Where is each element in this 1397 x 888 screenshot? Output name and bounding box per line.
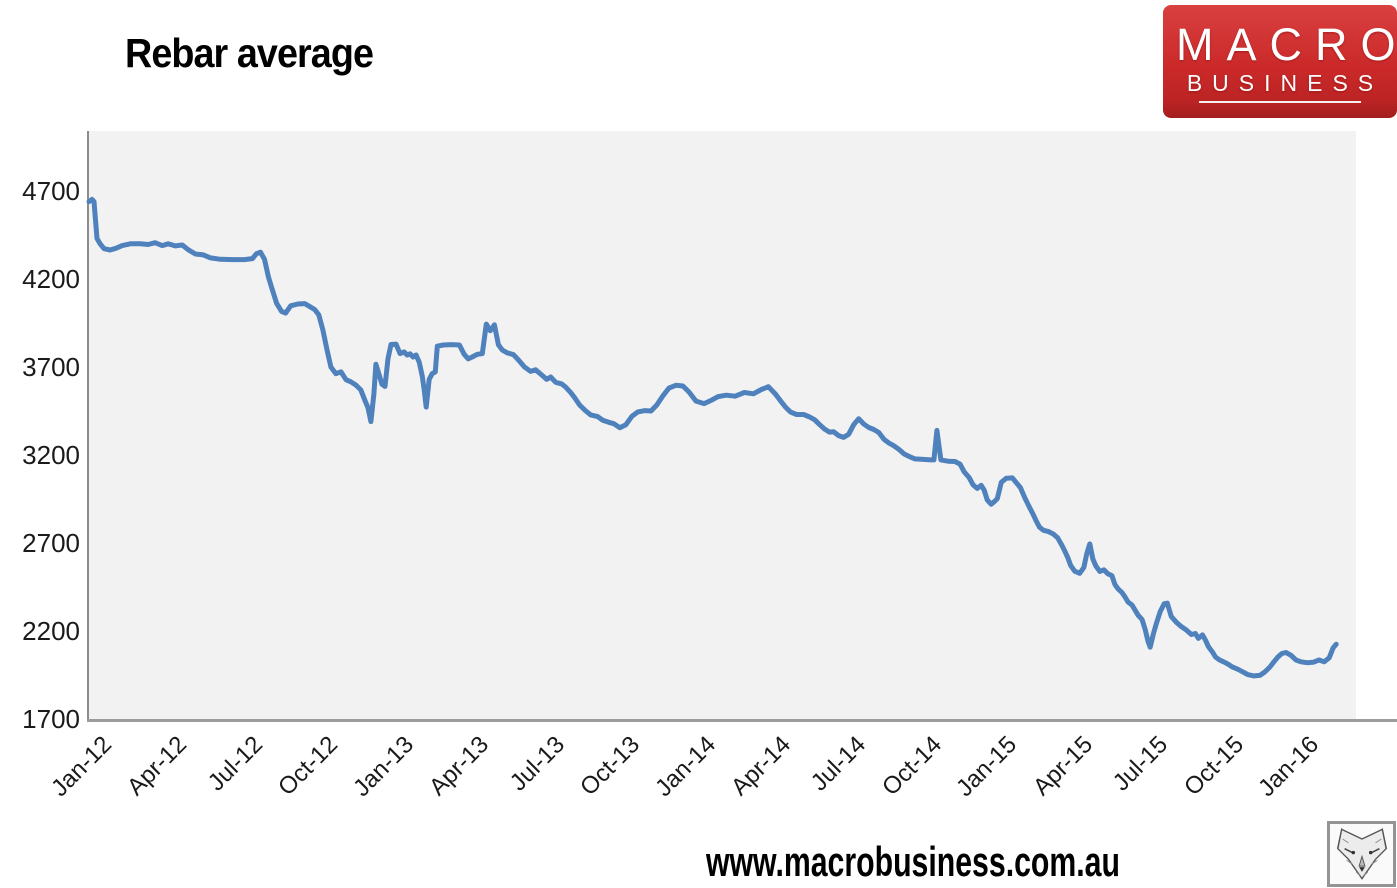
x-tick-label: Apr-15 [1027,731,1098,802]
x-tick-label: Jul-15 [1107,731,1174,797]
x-tick-label: Apr-14 [725,731,797,802]
y-tick-label: 4700 [22,176,80,206]
x-axis-line [87,719,1397,722]
chart-title: Rebar average [125,30,374,76]
rebar-price-line-chart [86,196,1339,679]
logo-underline [1199,101,1361,103]
wolf-sketch-icon [1327,821,1396,887]
wolf-face-drawing [1336,827,1387,880]
price-line [86,196,1339,679]
x-tick-label: Jul-13 [504,731,570,797]
x-tick-label: Jan-14 [649,731,721,802]
logo-word-macro: MACRO [1176,19,1397,70]
x-tick-label: Jul-12 [202,731,268,797]
x-tick-label: Jan-16 [1253,731,1325,802]
x-tick-label: Oct-15 [1178,731,1249,802]
y-tick-label: 1700 [22,704,80,734]
y-axis-line [87,131,89,719]
y-tick-label: 3700 [22,352,80,382]
website-url: www.macrobusiness.com.au [706,838,1120,885]
x-tick-label: Apr-13 [424,731,495,802]
y-tick-label: 2700 [22,528,80,558]
y-tick-label: 4200 [22,264,80,294]
x-tick-label: Jan-13 [347,731,419,802]
logo-word-business: BUSINESS [1186,70,1384,96]
macrobusiness-logo: MACRO BUSINESS [1163,5,1397,118]
x-tick-label: Apr-12 [122,731,193,802]
x-tick-label: Oct-14 [876,731,947,802]
x-tick-label: Oct-12 [273,731,344,802]
x-tick-label: Oct-13 [575,731,646,802]
y-tick-label: 3200 [22,440,80,470]
x-tick-label: Jan-12 [46,731,118,802]
x-tick-label: Jan-15 [951,731,1023,802]
y-tick-label: 2200 [22,616,80,646]
x-tick-label: Jul-14 [806,731,872,797]
